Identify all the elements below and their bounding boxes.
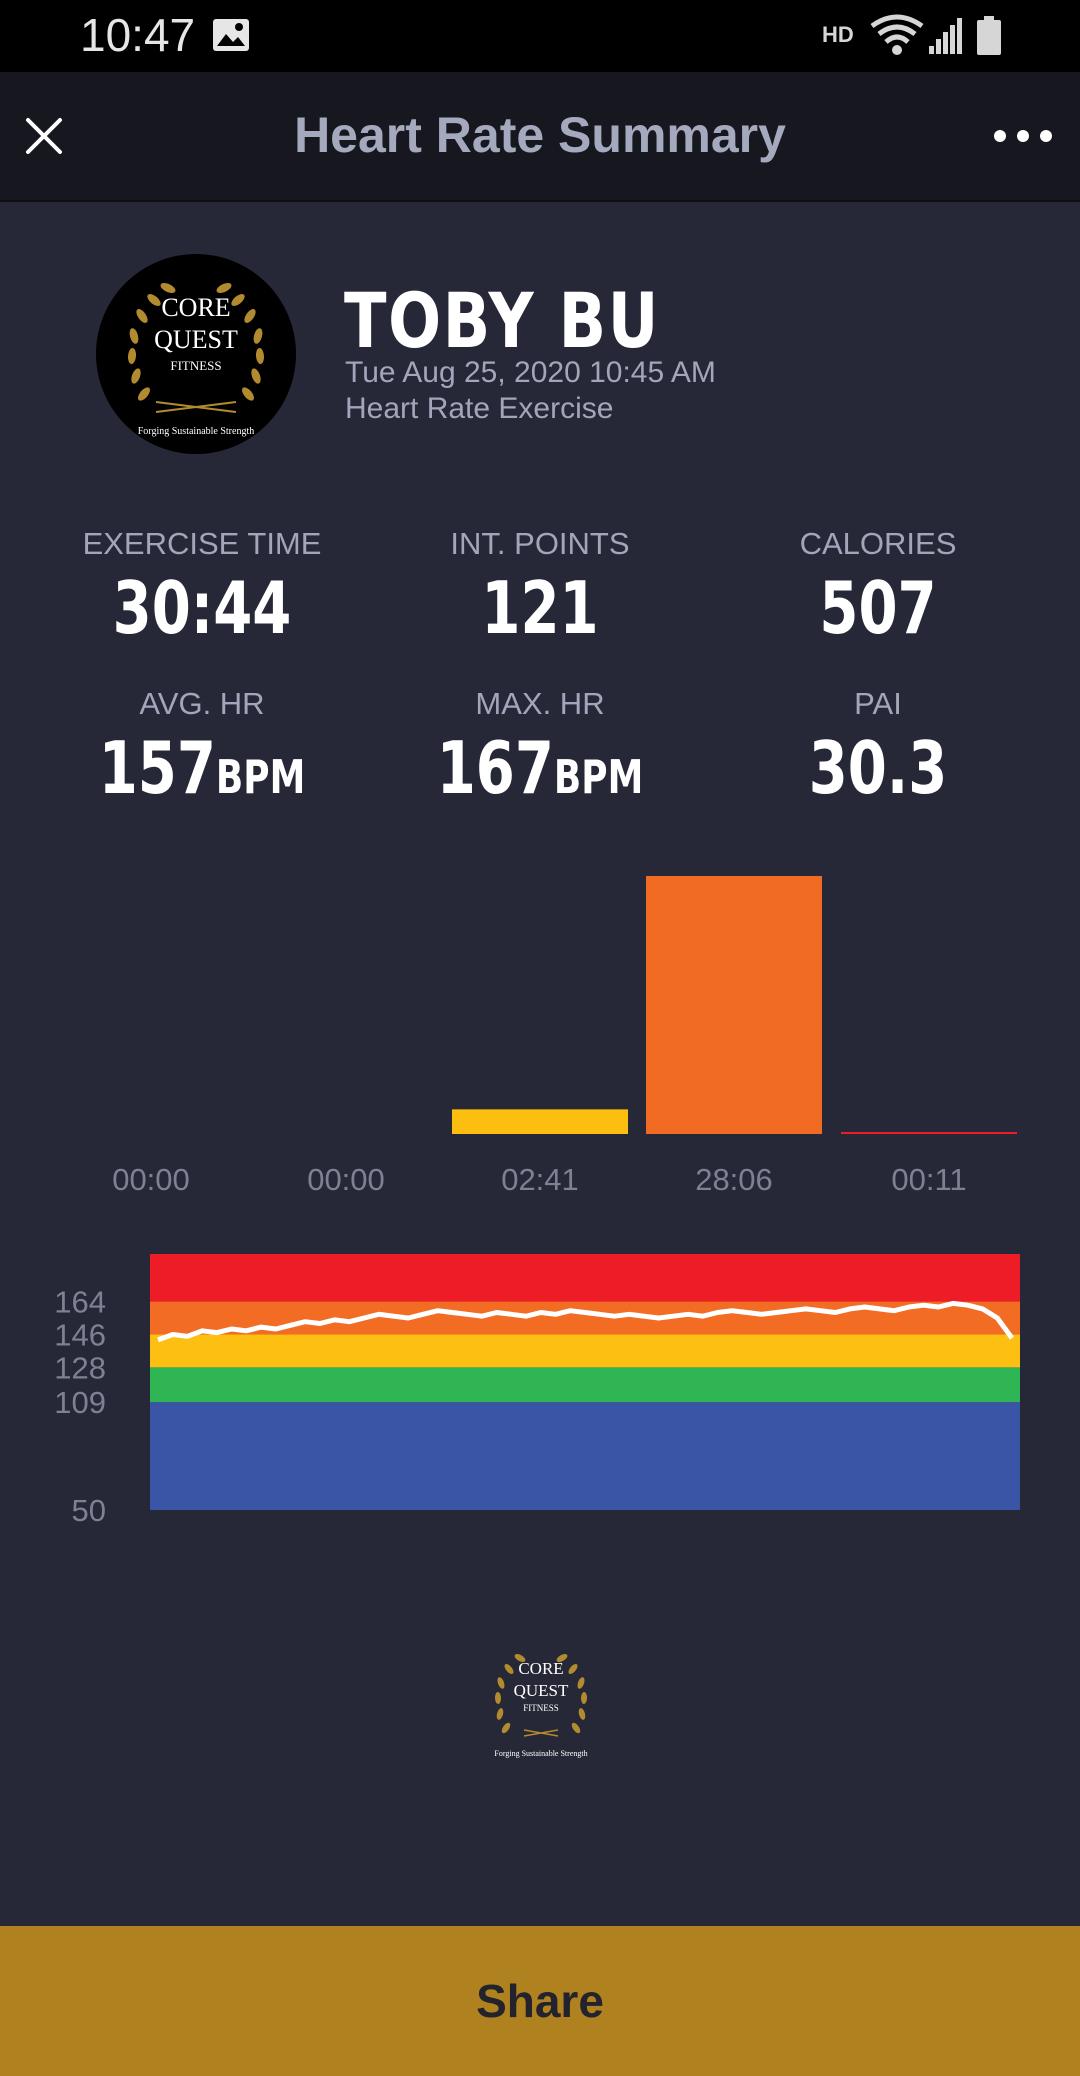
svg-text:QUEST: QUEST xyxy=(514,1681,569,1700)
session-type: Heart Rate Exercise xyxy=(345,392,614,425)
stat-value: 121 xyxy=(481,566,599,650)
hr-zone-band xyxy=(150,1402,1020,1510)
status-time: 10:47 xyxy=(80,9,196,61)
svg-text:CORE: CORE xyxy=(518,1659,563,1678)
zone-bar xyxy=(646,876,822,1134)
user-name: TOBY BU xyxy=(344,276,660,365)
hr-axis-tick: 164 xyxy=(54,1285,106,1320)
page-title: Heart Rate Summary xyxy=(294,107,786,163)
zone-time-label: 00:11 xyxy=(891,1162,966,1197)
zone-time-chart: 00:00 00:00 02:41 28:06 00:11 xyxy=(0,860,1080,1200)
stat-label: EXERCISE TIME xyxy=(82,526,322,561)
stat-value: 157BPM xyxy=(77,732,327,804)
battery-icon xyxy=(977,16,1001,55)
app-bar: Heart Rate Summary xyxy=(0,72,1080,202)
svg-text:Forging Sustainable Strength: Forging Sustainable Strength xyxy=(494,1749,587,1758)
stat-unit: BPM xyxy=(215,750,306,804)
signal-icon xyxy=(929,18,962,54)
zone-chart-svg: 00:00 00:00 02:41 28:06 00:11 xyxy=(112,876,1017,1197)
stat-max-hr: MAX. HR 167BPM xyxy=(380,686,700,804)
stat-value: 167BPM xyxy=(415,732,665,804)
stat-avg-hr: AVG. HR 157BPM xyxy=(42,686,362,804)
share-button[interactable]: Share xyxy=(0,1926,1080,2076)
stat-pai: PAI 30.3 xyxy=(718,686,1038,804)
stat-int-points: INT. POINTS 121 xyxy=(380,526,700,644)
session-date: Tue Aug 25, 2020 10:45 AM xyxy=(345,356,716,389)
zone-time-label: 02:41 xyxy=(501,1162,579,1197)
hr-axis-tick: 109 xyxy=(54,1385,106,1420)
svg-text:CORE: CORE xyxy=(161,293,230,322)
heart-rate-graph: 164 146 128 109 50 xyxy=(0,1240,1080,1540)
more-icon[interactable] xyxy=(990,124,1056,148)
zone-time-label: 00:00 xyxy=(112,1162,190,1197)
stat-label: INT. POINTS xyxy=(450,526,630,561)
hr-zone-band xyxy=(150,1334,1020,1368)
stat-label: CALORIES xyxy=(799,526,957,561)
stat-number: 167 xyxy=(436,726,554,810)
status-bar: 10:47 HD xyxy=(0,0,1080,72)
stat-label: PAI xyxy=(854,686,902,721)
footer-logo: CORE QUEST FITNESS Forging Sustainable S… xyxy=(494,1654,588,1758)
stat-unit: BPM xyxy=(553,750,644,804)
hd-indicator: HD xyxy=(822,22,854,47)
hr-axis-tick: 146 xyxy=(54,1317,106,1352)
stat-value: 30:44 xyxy=(112,566,292,650)
share-label: Share xyxy=(476,1975,604,2027)
zone-bar xyxy=(452,1109,628,1134)
stat-value: 30.3 xyxy=(808,726,948,810)
stat-value: 507 xyxy=(819,566,937,650)
svg-text:FITNESS: FITNESS xyxy=(523,1703,559,1713)
zone-time-label: 00:00 xyxy=(307,1162,385,1197)
hr-axis-tick: 128 xyxy=(54,1350,106,1385)
hr-zone-band xyxy=(150,1254,1020,1302)
stat-label: MAX. HR xyxy=(475,686,605,721)
heart-rate-line xyxy=(157,1300,1015,1343)
svg-text:QUEST: QUEST xyxy=(154,325,238,354)
stat-exercise-time: EXERCISE TIME 30:44 xyxy=(42,526,362,644)
zone-time-label: 28:06 xyxy=(695,1162,773,1197)
gallery-icon xyxy=(213,19,249,51)
svg-text:Forging Sustainable Strength: Forging Sustainable Strength xyxy=(138,426,254,437)
wifi-icon xyxy=(870,14,924,55)
stat-number: 157 xyxy=(98,726,216,810)
stat-calories: CALORIES 507 xyxy=(718,526,1038,644)
hr-zone-band xyxy=(150,1367,1020,1403)
avatar: CORE QUEST FITNESS Forging Sustainable S… xyxy=(96,254,296,454)
close-icon[interactable] xyxy=(20,112,68,160)
svg-text:FITNESS: FITNESS xyxy=(170,358,221,373)
stat-label: AVG. HR xyxy=(139,686,265,721)
hr-axis-tick: 50 xyxy=(72,1493,106,1528)
zone-bar xyxy=(841,1132,1017,1134)
